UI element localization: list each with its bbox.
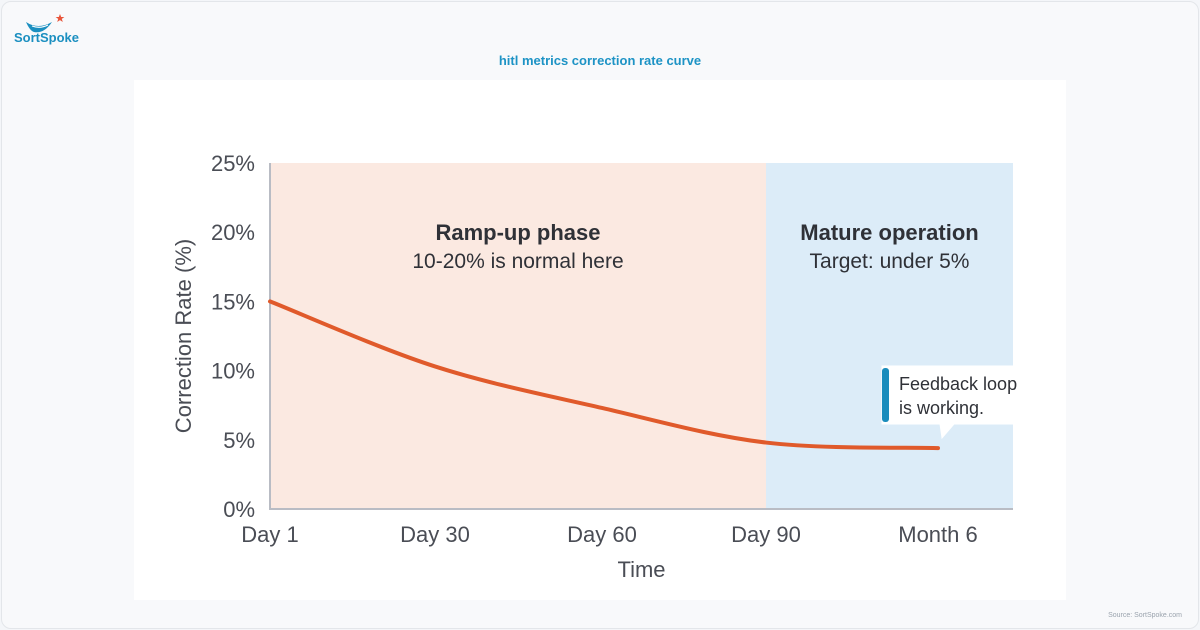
y-tick-label: 10% xyxy=(211,359,255,384)
x-tick-label: Day 30 xyxy=(400,522,470,547)
zone-subtitle: 10-20% is normal here xyxy=(412,250,623,273)
logo-text: SortSpoke xyxy=(14,30,80,45)
y-tick-label: 15% xyxy=(211,289,255,314)
y-axis-label: Correction Rate (%) xyxy=(171,239,196,433)
y-tick-label: 25% xyxy=(211,151,255,176)
callout-line: is working. xyxy=(899,398,984,418)
y-tick-label: 20% xyxy=(211,220,255,245)
zone-subtitle: Target: under 5% xyxy=(810,250,970,273)
x-tick-label: Month 6 xyxy=(898,522,978,547)
zone-title: Mature operation xyxy=(800,220,978,245)
feedback-callout: Feedback loop is working. xyxy=(881,365,1031,440)
x-axis-label: Time xyxy=(617,557,665,582)
y-tick-label: 5% xyxy=(223,428,255,453)
mature-zone xyxy=(766,163,1013,509)
page-title: hitl metrics correction rate curve xyxy=(498,53,702,68)
sortspoke-logo-icon xyxy=(26,14,65,33)
ramp-up-zone xyxy=(270,163,766,509)
y-tick-label: 0% xyxy=(223,497,255,522)
series-line xyxy=(268,299,940,451)
callout-accent-bar xyxy=(882,368,889,422)
source-note: Source: SortSpoke.com xyxy=(1108,612,1182,619)
x-tick-label: Day 1 xyxy=(241,522,298,547)
x-tick-label: Day 90 xyxy=(731,522,801,547)
callout-line: Feedback loop xyxy=(899,374,1017,394)
x-tick-label: Day 60 xyxy=(567,522,637,547)
zone-title: Ramp-up phase xyxy=(435,220,600,245)
